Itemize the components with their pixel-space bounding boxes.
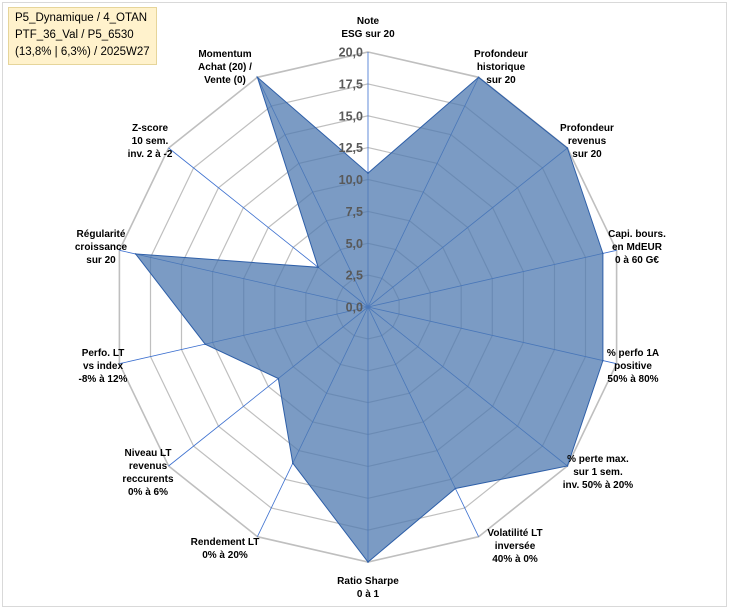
- axis-label-9-line-2: reccurents: [122, 474, 174, 485]
- axis-label-7-line-0: Ratio Sharpe: [337, 576, 399, 587]
- axis-label-4-line-1: positive: [614, 361, 652, 372]
- axis-label-11-line-1: croissance: [75, 242, 128, 253]
- axis-label-12-line-2: inv. 2 à -2: [128, 149, 173, 160]
- axis-label-8-line-1: 0% à 20%: [202, 550, 248, 561]
- radial-tick-labels: 0,0 2,5 5,0 7,5 10,0 12,5 15,0 17,5 20,0: [339, 46, 363, 315]
- axis-label-6-line-0: Volatilité LT: [487, 528, 542, 539]
- series-area-0: [134, 75, 604, 563]
- axis-label-4: % perfo 1A positive 50% à 80%: [607, 348, 659, 385]
- info-line-3: (13,8% | 6,3%) / 2025W27: [15, 46, 150, 58]
- axis-label-11: Régularité croissance sur 20: [75, 229, 128, 266]
- axis-label-1-line-1: historique: [477, 62, 526, 73]
- axis-label-6: Volatilité LT inversée 40% à 0%: [487, 528, 542, 565]
- axis-label-9-line-3: 0% à 6%: [128, 487, 168, 498]
- axis-label-2-line-1: revenus: [568, 136, 607, 147]
- axis-label-12-line-0: Z-score: [132, 123, 169, 134]
- axis-label-9-line-0: Niveau LT: [124, 448, 171, 459]
- series-point-13: [256, 76, 259, 79]
- axis-label-13-line-1: Achat (20) /: [198, 62, 252, 73]
- series-point-12: [317, 266, 320, 269]
- axis-label-2: Profondeur revenus sur 20: [560, 123, 614, 160]
- axis-label-2-line-2: sur 20: [572, 149, 602, 160]
- axis-label-0: Note ESG sur 20: [341, 16, 395, 40]
- series-point-0: [367, 172, 369, 174]
- axis-label-0-line-1: ESG sur 20: [341, 29, 395, 40]
- axis-label-8: Rendement LT 0% à 20%: [191, 537, 260, 561]
- tick-label-5: 12,5: [339, 141, 363, 155]
- series-point-2: [566, 147, 569, 149]
- series-point-1: [477, 76, 480, 79]
- series-point-7: [367, 561, 369, 563]
- axis-label-3: Capi. bours. en MdEUR 0 à 60 G€: [608, 229, 666, 266]
- info-line-1: P5_Dynamique / 4_OTAN: [15, 12, 148, 24]
- portfolio-info-box: P5_Dynamique / 4_OTAN PTF_36_Val / P5_65…: [8, 7, 157, 65]
- axis-label-5-line-1: sur 1 sem.: [573, 467, 623, 478]
- series-point-4: [602, 359, 604, 362]
- axis-label-3-line-1: en MdEUR: [612, 242, 663, 253]
- tick-label-7: 17,5: [339, 77, 363, 91]
- axis-label-1: Profondeur historique sur 20: [474, 49, 528, 86]
- axis-label-9-line-1: revenus: [129, 461, 168, 472]
- tick-label-1: 2,5: [346, 269, 363, 283]
- axis-label-6-line-2: 40% à 0%: [492, 554, 538, 565]
- axis-label-12-line-1: 10 sem.: [132, 136, 169, 147]
- series-point-11: [134, 253, 137, 255]
- axis-label-5: % perte max. sur 1 sem. inv. 50% à 20%: [563, 454, 634, 491]
- axis-label-13-line-0: Momentum: [198, 49, 251, 60]
- axis-label-11-line-0: Régularité: [77, 229, 126, 240]
- axis-label-8-line-0: Rendement LT: [191, 537, 260, 548]
- tick-label-0: 0,0: [346, 301, 363, 315]
- axis-label-6-line-1: inversée: [495, 541, 536, 552]
- axis-label-5-line-2: inv. 50% à 20%: [563, 480, 634, 491]
- axis-label-12: Z-score 10 sem. inv. 2 à -2: [128, 123, 173, 160]
- axis-label-10-line-0: Perfo. LT: [82, 348, 125, 359]
- axis-label-9: Niveau LT revenus reccurents 0% à 6%: [122, 448, 174, 498]
- info-line-2: PTF_36_Val / P5_6530: [15, 29, 134, 41]
- radar-series: [134, 75, 604, 563]
- tick-label-3: 7,5: [346, 205, 363, 219]
- series-point-3: [602, 252, 604, 255]
- axis-label-7-line-1: 0 à 1: [357, 589, 380, 600]
- category-labels: Note ESG sur 20 Profondeur historique sur 20…: [75, 16, 666, 600]
- tick-label-2: 5,0: [346, 237, 363, 251]
- axis-label-4-line-2: 50% à 80%: [607, 374, 658, 385]
- axis-label-7: Ratio Sharpe 0 à 1: [337, 576, 399, 600]
- tick-label-6: 15,0: [339, 109, 363, 123]
- axis-label-1-line-0: Profondeur: [474, 49, 528, 60]
- axis-label-10-line-2: -8% à 12%: [79, 374, 128, 385]
- axis-label-10: Perfo. LT vs index -8% à 12%: [79, 348, 128, 385]
- axis-label-2-line-0: Profondeur: [560, 123, 614, 134]
- axis-label-0-line-0: Note: [357, 16, 380, 27]
- axis-label-3-line-2: 0 à 60 G€: [615, 255, 659, 266]
- axis-label-11-line-2: sur 20: [86, 255, 116, 266]
- tick-label-4: 10,0: [339, 173, 363, 187]
- axis-label-13-line-2: Vente (0): [204, 75, 246, 86]
- axis-label-1-line-2: sur 20: [486, 75, 516, 86]
- series-point-9: [277, 377, 280, 380]
- series-point-10: [204, 343, 206, 346]
- axis-label-13: Momentum Achat (20) / Vente (0): [198, 49, 252, 86]
- tick-label-8: 20,0: [339, 46, 363, 60]
- series-point-8: [292, 462, 294, 465]
- series-point-5: [566, 465, 569, 467]
- axis-label-4-line-0: % perfo 1A: [607, 348, 659, 359]
- axis-label-3-line-0: Capi. bours.: [608, 229, 666, 240]
- axis-label-5-line-0: % perte max.: [567, 454, 629, 465]
- axis-label-10-line-1: vs index: [83, 361, 123, 372]
- series-point-6: [454, 487, 457, 490]
